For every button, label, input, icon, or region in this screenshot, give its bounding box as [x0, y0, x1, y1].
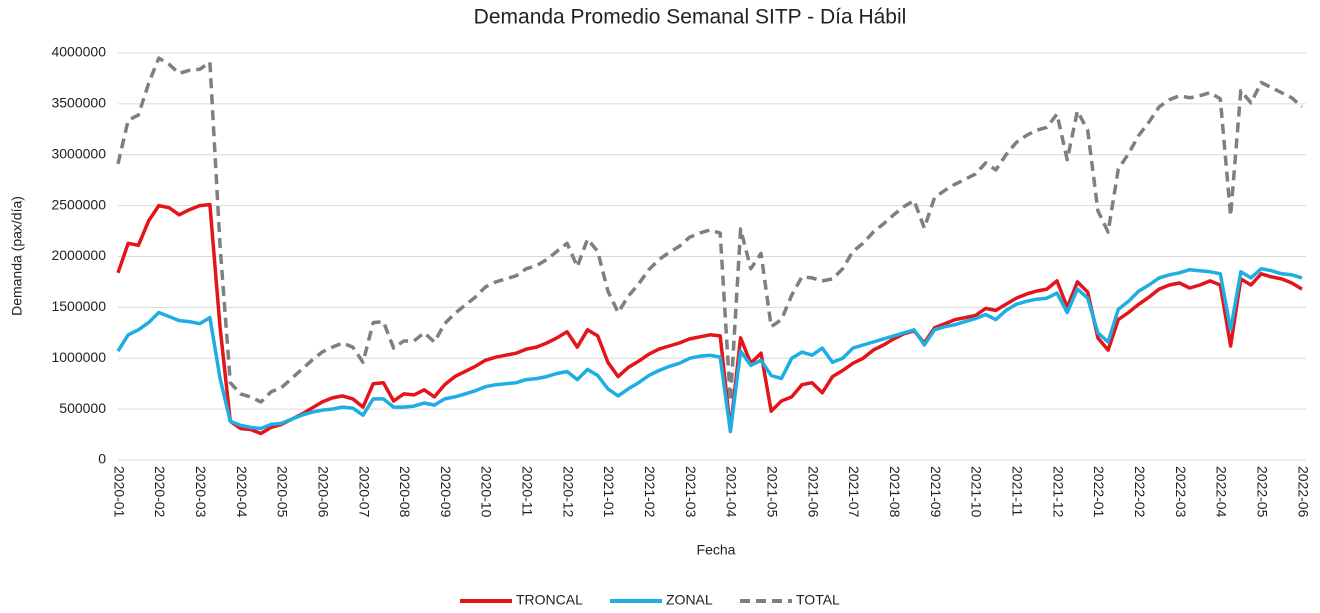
legend-label: TRONCAL — [516, 592, 583, 608]
x-tick-label: 2020-02 — [152, 466, 168, 518]
x-tick-label: 2022-02 — [1132, 466, 1148, 518]
x-tick-label: 2020-11 — [520, 466, 536, 517]
y-tick-label: 3500000 — [51, 95, 106, 111]
x-tick-label: 2020-06 — [315, 466, 331, 518]
y-tick-label: 4000000 — [51, 44, 106, 60]
x-tick-label: 2021-02 — [642, 466, 658, 518]
x-tick-label: 2021-10 — [969, 466, 985, 518]
y-tick-label: 0 — [98, 451, 106, 467]
legend-label: TOTAL — [796, 592, 840, 608]
y-axis-title: Demanda (pax/día) — [9, 196, 25, 316]
x-tick-label: 2020-03 — [193, 466, 209, 518]
x-tick-label: 2021-08 — [887, 466, 903, 518]
x-tick-label: 2022-01 — [1091, 466, 1107, 518]
x-tick-label: 2020-04 — [234, 466, 250, 518]
y-tick-label: 500000 — [59, 400, 106, 416]
x-tick-label: 2022-03 — [1173, 466, 1189, 518]
x-tick-label: 2020-05 — [275, 466, 291, 518]
x-tick-label: 2021-06 — [805, 466, 821, 518]
x-tick-label: 2020-10 — [479, 466, 495, 518]
y-tick-label: 1500000 — [51, 298, 106, 314]
x-tick-label: 2020-08 — [397, 466, 413, 518]
line-series — [116, 56, 1304, 404]
x-tick-label: 2021-04 — [724, 466, 740, 518]
x-tick-label: 2021-03 — [683, 466, 699, 518]
x-tick-label: 2021-12 — [1050, 466, 1066, 518]
y-tick-label: 1000000 — [51, 349, 106, 365]
legend-label: ZONAL — [666, 592, 713, 608]
x-tick-label: 2021-01 — [601, 466, 617, 518]
x-tick-label: 2022-06 — [1295, 466, 1311, 518]
x-tick-label: 2021-11 — [1010, 466, 1026, 517]
chart-title: Demanda Promedio Semanal SITP - Día Hábi… — [474, 6, 907, 29]
x-tick-label: 2021-07 — [846, 466, 862, 518]
x-tick-label: 2021-09 — [928, 466, 944, 518]
x-tick-label: 2020-12 — [560, 466, 576, 518]
y-tick-label: 2500000 — [51, 196, 106, 212]
x-tick-label: 2020-01 — [111, 466, 127, 518]
y-tick-label: 3000000 — [51, 145, 106, 161]
x-tick-label: 2020-07 — [356, 466, 372, 518]
line-series — [116, 266, 1303, 434]
x-tick-label: 2020-09 — [438, 466, 454, 518]
x-tick-label: 2021-05 — [765, 466, 781, 518]
y-tick-label: 2000000 — [51, 247, 106, 263]
x-tick-label: 2022-04 — [1214, 466, 1230, 518]
x-tick-label: 2022-05 — [1254, 466, 1270, 518]
line-series — [116, 202, 1303, 436]
x-axis-title: Fecha — [697, 542, 736, 558]
